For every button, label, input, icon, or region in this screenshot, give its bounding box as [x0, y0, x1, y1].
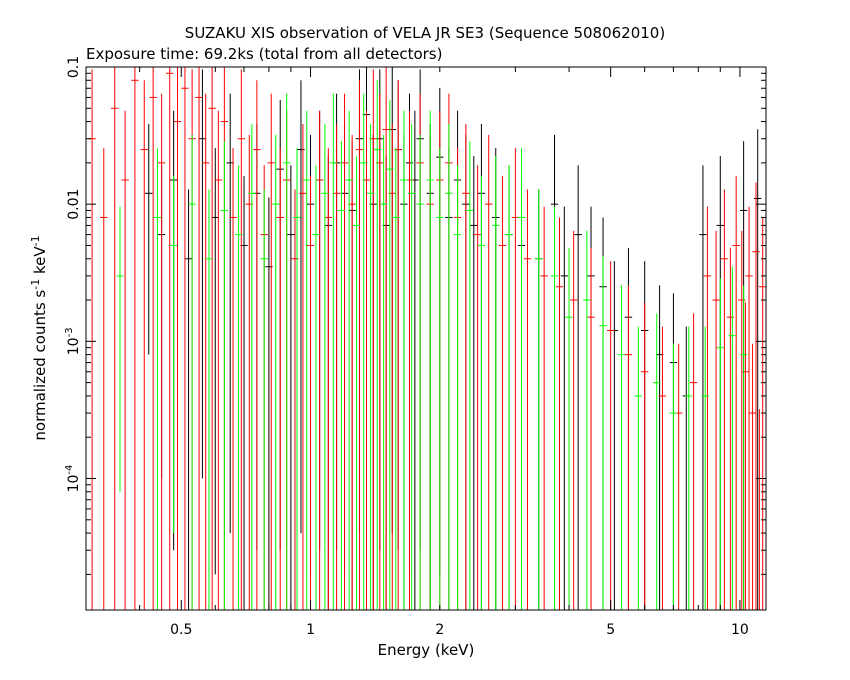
x-tick-label: 5	[606, 622, 615, 638]
y-tick-label: 0.1	[66, 56, 82, 78]
y-axis-label-sup2: -1	[29, 235, 42, 246]
plot-frame	[85, 66, 767, 611]
x-tick-label: 2	[435, 622, 444, 638]
y-tick-label-exp: -3	[64, 327, 75, 337]
series-0	[145, 67, 762, 610]
y-axis-label-main: normalized counts s	[31, 290, 49, 441]
y-tick-label: 10-4	[64, 465, 82, 493]
y-tick-label-base: 10	[66, 475, 82, 493]
y-tick-label-exp: -4	[64, 465, 75, 475]
chart-title: SUZAKU XIS observation of VELA JR SE3 (S…	[185, 24, 665, 42]
y-tick-label: 0.01	[66, 189, 82, 220]
y-tick-label-base: 10	[66, 337, 82, 355]
x-axis-label: Energy (keV)	[378, 641, 475, 659]
y-tick-label-base: 0.01	[66, 189, 82, 220]
series-layer	[88, 67, 766, 610]
series-2	[116, 80, 748, 610]
y-axis-label-mid: keV	[31, 246, 49, 279]
chart-subtitle: Exposure time: 69.2ks (total from all de…	[86, 45, 442, 63]
x-tick-label: 10	[731, 622, 749, 638]
series-1	[88, 67, 766, 610]
y-axis-label: normalized counts s-1 keV-1	[29, 235, 49, 440]
x-tick-label: 1	[306, 622, 315, 638]
y-tick-label-base: 0.1	[66, 56, 82, 78]
x-tick-label: 0.5	[170, 622, 192, 638]
y-axis-label-sup1: -1	[29, 279, 42, 290]
y-tick-label: 10-3	[64, 327, 82, 355]
